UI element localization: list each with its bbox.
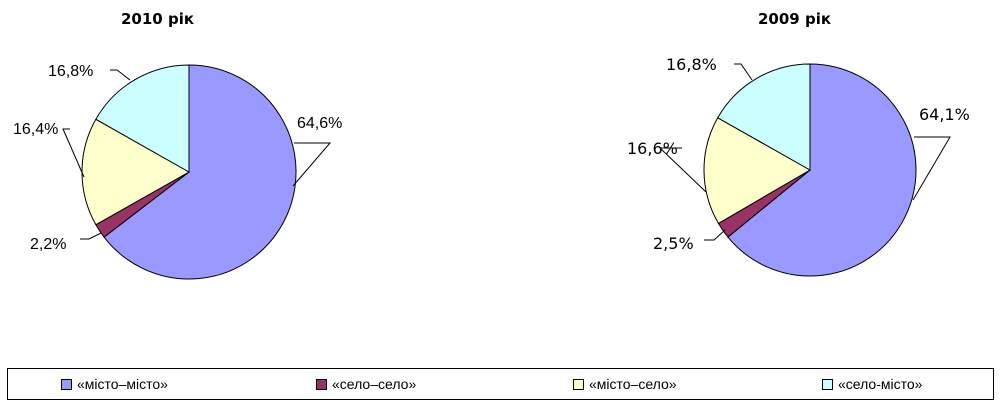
legend-label-misto-selo: «місто–село» [589, 376, 677, 392]
pie-2010-data-label-1: 2,2% [30, 236, 66, 253]
legend-label-selo-misto: «село-місто» [838, 376, 923, 392]
pie-2009-leader-line-0 [912, 136, 951, 201]
legend-swatch-selo-misto [822, 378, 833, 390]
legend-item-selo-selo: «село–село» [316, 376, 416, 392]
chart-legend: «місто–місто» «село–село» «місто–село» «… [7, 368, 994, 400]
legend-swatch-misto-misto [61, 378, 72, 390]
pie-2009-data-label-3: 16,8% [666, 55, 717, 74]
legend-label-misto-misto: «місто–місто» [77, 376, 168, 392]
pie-2009-leader-line-3 [734, 63, 753, 81]
pie-2010-data-label-3: 16,8% [48, 63, 93, 80]
pie-2009-slice-3 [717, 63, 811, 171]
pie-2010-data-label-2: 16,4% [13, 121, 58, 138]
legend-label-selo-selo: «село–село» [332, 376, 417, 392]
pie-2010-leader-line-1 [80, 232, 102, 240]
pie-2010-slice-3 [95, 64, 190, 173]
pie-2009-data-label-1: 2,5% [653, 234, 694, 253]
pie-2009-data-label-2: 16,6% [627, 139, 678, 158]
pie-2010-data-label-0: 64,6% [297, 115, 342, 132]
pie-2009-data-label-0: 64,1% [919, 105, 970, 124]
pie-2010-leader-line-3 [110, 69, 131, 81]
legend-item-selo-misto: «село-місто» [822, 376, 922, 392]
pie-2010-slice-0 [103, 64, 297, 280]
legend-item-misto-selo: «місто–село» [573, 376, 677, 392]
legend-swatch-selo-selo [316, 378, 327, 390]
pie-2009-slice-0 [727, 63, 917, 277]
pie-2009-leader-line-1 [704, 229, 726, 241]
chart-title-2010: 2010 рік [121, 10, 195, 28]
legend-swatch-misto-selo [573, 378, 584, 390]
pie-2009-slice-2 [703, 117, 812, 225]
pie-2010-leader-line-2 [62, 128, 85, 178]
chart-title-2009: 2009 рік [758, 10, 832, 28]
pie-2009-leader-line-2 [658, 147, 707, 193]
pie-2010-leader-line-0 [292, 142, 332, 187]
pie-charts-canvas: 64,6% 2,2% 16,4% 16,8% 64,1% 2,5% 16,6% 16,8% [13, 55, 970, 280]
legend-item-misto-misto: «місто–місто» [61, 376, 168, 392]
